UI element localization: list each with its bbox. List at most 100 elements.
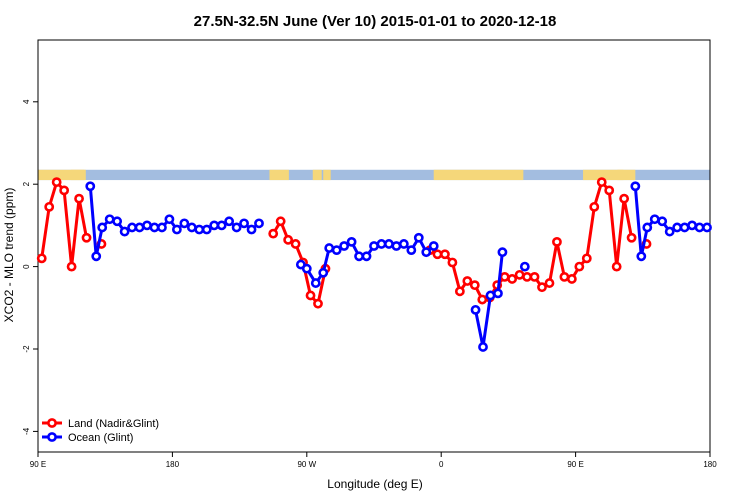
series-0-point-20 xyxy=(432,249,443,260)
series-1-point-9 xyxy=(149,222,160,233)
series-0-point-22 xyxy=(447,257,458,268)
land-band-7 xyxy=(617,169,636,181)
series-0-point-2 xyxy=(51,177,62,188)
series-1-point-12 xyxy=(171,224,182,235)
series-0-point-40 xyxy=(581,253,592,264)
series-0-point-35 xyxy=(544,278,555,288)
series-0-point-5 xyxy=(74,193,84,204)
series-0-point-30 xyxy=(507,274,518,284)
legend-marker-0 xyxy=(47,418,57,428)
series-1-point-56 xyxy=(649,214,660,225)
series-0-point-0 xyxy=(36,253,47,264)
series-1-point-38 xyxy=(391,241,402,251)
series-0-line-3 xyxy=(429,180,634,302)
series-1-point-3 xyxy=(104,214,115,225)
series-0-point-24 xyxy=(462,276,473,286)
y-tick-label-4: 4 xyxy=(22,99,31,104)
series-1-point-45 xyxy=(470,304,481,315)
series-0-point-3 xyxy=(59,185,70,196)
series-0-point-16 xyxy=(313,298,323,309)
series-1-point-43 xyxy=(428,241,439,251)
series-1-point-21 xyxy=(239,218,249,229)
series-1-point-13 xyxy=(179,218,190,229)
x-tick-label-0: 90 E xyxy=(30,460,46,469)
ocean-band xyxy=(38,169,710,181)
series-1-point-27 xyxy=(310,278,321,288)
series-1-point-0 xyxy=(85,181,96,192)
x-tick-label-4: 90 E xyxy=(567,460,583,469)
series-0-point-1 xyxy=(44,201,55,212)
series-1-point-11 xyxy=(164,214,175,225)
series-1-point-31 xyxy=(339,241,350,251)
series-1-point-23 xyxy=(254,218,264,229)
series-0-point-15 xyxy=(305,290,316,301)
series-1-point-7 xyxy=(134,222,145,233)
series-1-point-48 xyxy=(493,288,503,299)
series-0-point-10 xyxy=(268,228,279,239)
y-tick-label-3: 2 xyxy=(22,181,31,186)
series-1-point-58 xyxy=(664,226,675,237)
series-1-point-33 xyxy=(354,251,364,262)
series-0-point-43 xyxy=(604,185,615,196)
series-0-point-45 xyxy=(619,193,630,204)
series-1-point-42 xyxy=(421,247,432,258)
series-1-point-26 xyxy=(301,263,312,274)
land-band-1 xyxy=(70,169,85,181)
series-1-point-35 xyxy=(369,241,379,251)
series-0-point-4 xyxy=(66,261,77,272)
y-axis-label: XCO2 - MLO trend (ppm) xyxy=(2,188,16,323)
series-0-point-37 xyxy=(559,271,570,282)
series-1-point-53 xyxy=(630,181,641,192)
y-tick-label-0: -4 xyxy=(22,427,31,435)
series-1-point-62 xyxy=(694,222,705,233)
series-1-point-49 xyxy=(497,247,508,258)
series-0-point-12 xyxy=(283,234,294,245)
series-1-point-51 xyxy=(519,261,530,272)
series-1-point-18 xyxy=(216,220,227,231)
plot-frame xyxy=(37,39,711,453)
series-0-point-42 xyxy=(596,177,607,188)
plot-area: 90 E 180 90 W 0 90 E 180 -4 -2 0 2 4 Land (Nadir&Gl… xyxy=(22,39,717,469)
series-1-point-54 xyxy=(636,251,647,262)
series-1-point-6 xyxy=(127,222,137,233)
series-1-point-29 xyxy=(324,243,335,253)
chart-title: 27.5N-32.5N June (Ver 10) 2015-01-01 to … xyxy=(194,13,557,30)
series-1-point-5 xyxy=(119,226,130,237)
land-band-6 xyxy=(583,169,624,181)
land-band-3 xyxy=(312,169,322,181)
series-1-point-30 xyxy=(331,245,342,256)
series-1-point-57 xyxy=(657,216,668,227)
series-0-point-31 xyxy=(514,269,525,280)
series-1-point-19 xyxy=(224,216,235,227)
x-axis-label: Longitude (deg E) xyxy=(327,477,422,491)
series-1-point-15 xyxy=(194,224,205,235)
series-0-point-38 xyxy=(566,274,577,284)
series-0-point-11 xyxy=(275,216,286,227)
series-1-point-61 xyxy=(687,220,697,231)
series-1-point-41 xyxy=(413,232,424,243)
series-1-point-4 xyxy=(112,216,123,227)
land-band-5 xyxy=(433,169,524,181)
series-1-point-32 xyxy=(346,236,357,247)
series-0-point-13 xyxy=(290,239,301,249)
x-tick-label-3: 0 xyxy=(439,460,444,469)
x-tick-label-2: 90 W xyxy=(297,460,316,469)
series-1-point-60 xyxy=(679,222,690,233)
land-band-0 xyxy=(38,169,86,181)
series-0-point-23 xyxy=(454,286,465,297)
series-0-point-26 xyxy=(477,294,488,305)
series-1-point-46 xyxy=(478,342,488,352)
series-1-point-37 xyxy=(384,239,394,249)
legend-label-0: Land (Nadir&Glint) xyxy=(68,418,159,430)
series-0-point-36 xyxy=(552,236,562,247)
series-0-point-29 xyxy=(499,271,510,282)
series-1-point-20 xyxy=(231,222,242,233)
land-band-4 xyxy=(323,169,331,181)
series-0-point-32 xyxy=(522,271,532,282)
series-1-point-14 xyxy=(186,222,197,233)
series-0-point-6 xyxy=(81,232,92,243)
series-0-point-33 xyxy=(529,271,540,282)
series-0-point-34 xyxy=(537,282,547,293)
series-1-point-17 xyxy=(209,220,220,231)
legend-label-1: Ocean (Glint) xyxy=(68,432,133,444)
